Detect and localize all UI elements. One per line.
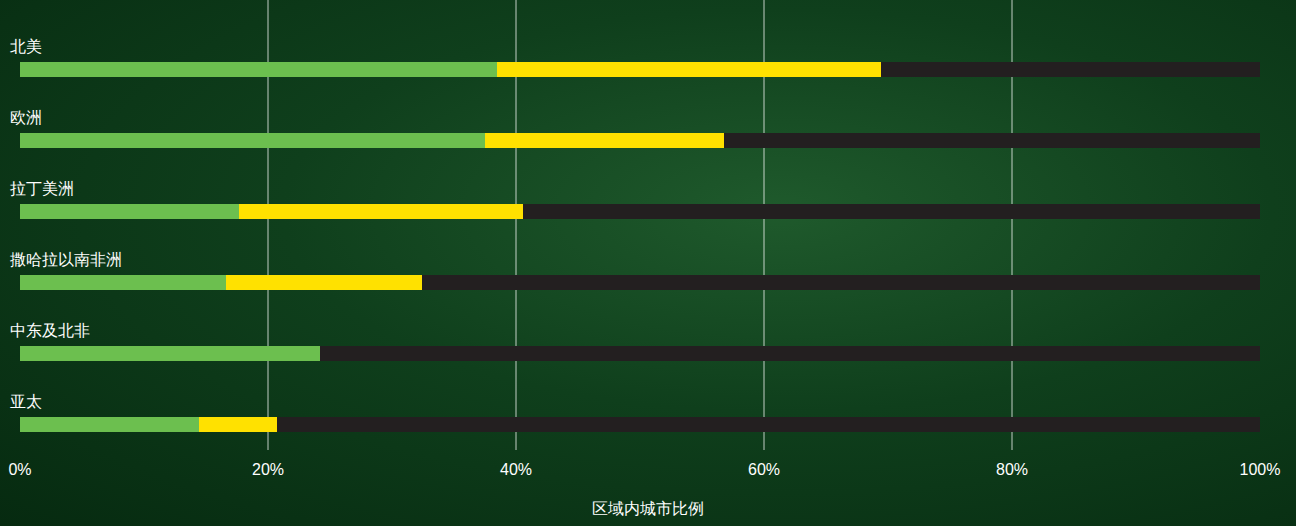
- bar-segment: [239, 204, 523, 219]
- bar-segment: [881, 62, 1260, 77]
- bar-segment: [422, 275, 1260, 290]
- category-labels: 北美欧洲拉丁美洲撒哈拉以南非洲中东及北非亚太: [10, 38, 122, 410]
- bar-segment: [20, 417, 199, 432]
- bar-segment: [523, 204, 1260, 219]
- bar-segment: [20, 133, 485, 148]
- x-tick-label: 60%: [748, 461, 780, 478]
- bar-segment: [485, 133, 724, 148]
- bars: [20, 62, 1260, 432]
- x-tick-labels: 0% 20% 40% 60% 80% 100%: [8, 461, 1280, 478]
- bar-segment: [320, 346, 1260, 361]
- category-label: 欧洲: [10, 109, 42, 126]
- bar-segment: [20, 275, 226, 290]
- x-axis-title: 区域内城市比例: [592, 500, 704, 517]
- bar-segment: [497, 62, 880, 77]
- category-label: 中东及北非: [10, 322, 90, 339]
- bar-segment: [20, 62, 497, 77]
- x-tick-label: 100%: [1240, 461, 1281, 478]
- bar-segment: [226, 275, 422, 290]
- category-label: 北美: [10, 38, 42, 55]
- x-tick-label: 80%: [996, 461, 1028, 478]
- x-tick-label: 40%: [500, 461, 532, 478]
- category-label: 撒哈拉以南非洲: [10, 251, 122, 268]
- x-tick-label: 20%: [252, 461, 284, 478]
- bar-segment: [20, 346, 320, 361]
- bar-segment: [724, 133, 1260, 148]
- x-tick-label: 0%: [8, 461, 31, 478]
- chart: 北美欧洲拉丁美洲撒哈拉以南非洲中东及北非亚太 0% 20% 40% 60% 80% 100%…: [0, 0, 1296, 526]
- bar-segment: [199, 417, 277, 432]
- category-label: 拉丁美洲: [10, 180, 74, 197]
- bar-segment: [20, 204, 239, 219]
- category-label: 亚太: [10, 393, 42, 410]
- bar-segment: [277, 417, 1260, 432]
